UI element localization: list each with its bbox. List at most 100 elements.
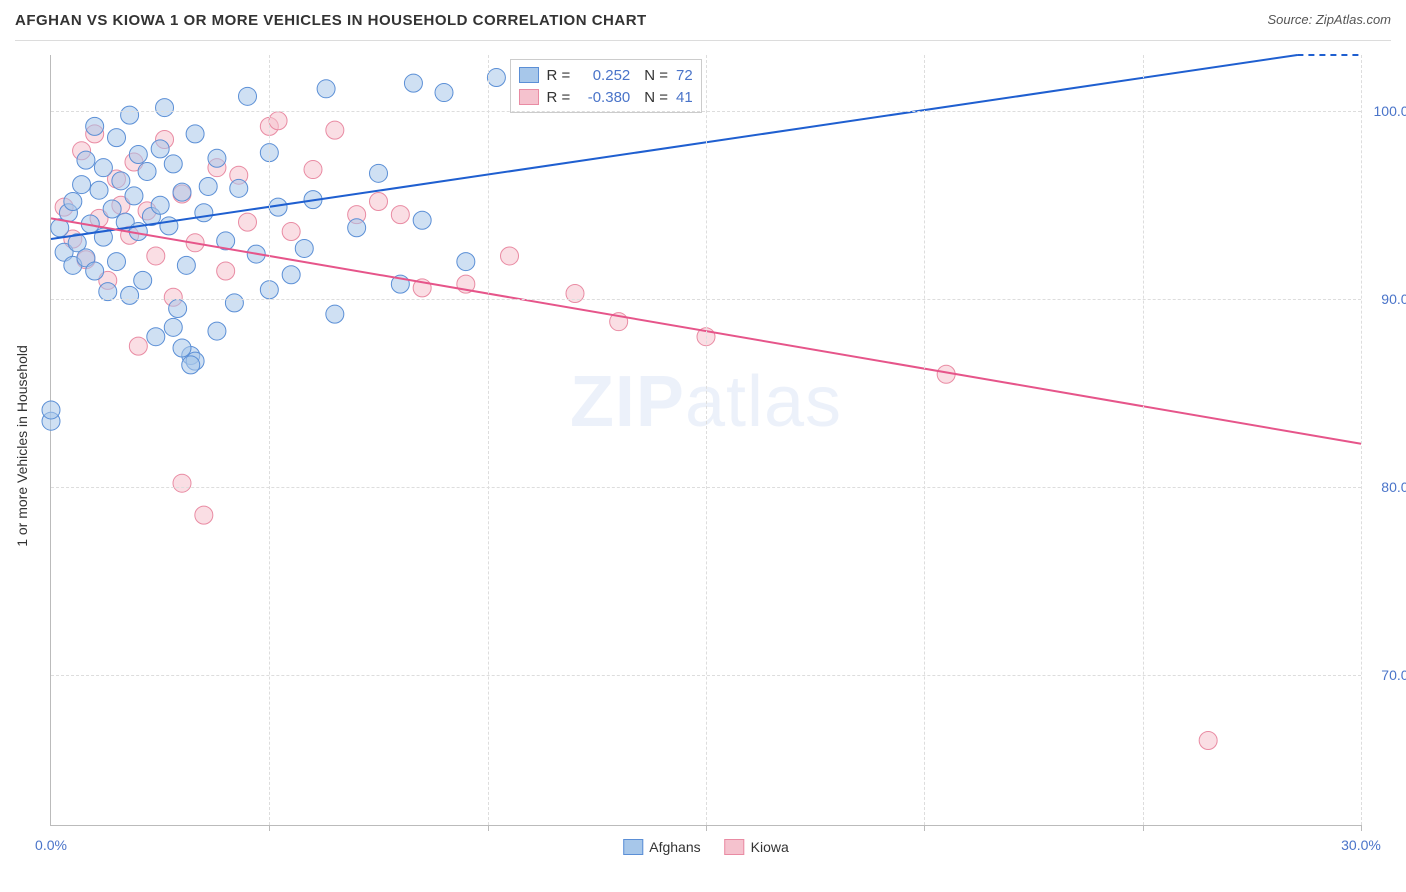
afghan-point bbox=[73, 176, 91, 194]
kiowa-point bbox=[304, 161, 322, 179]
afghan-point bbox=[147, 328, 165, 346]
afghan-point bbox=[86, 117, 104, 135]
afghan-point bbox=[42, 401, 60, 419]
gridline-vertical bbox=[488, 55, 489, 825]
y-tick-label: 100.0% bbox=[1371, 103, 1406, 119]
x-tick-label: 0.0% bbox=[35, 837, 67, 853]
legend-label: Afghans bbox=[649, 839, 700, 855]
afghan-point bbox=[370, 164, 388, 182]
afghan-point bbox=[156, 99, 174, 117]
afghan-point bbox=[99, 283, 117, 301]
afghan-point bbox=[151, 196, 169, 214]
x-tick-mark bbox=[1361, 825, 1362, 831]
y-tick-label: 80.0% bbox=[1371, 479, 1406, 495]
stats-r-value: 0.252 bbox=[578, 67, 630, 84]
stats-legend-box: R = 0.252 N = 72 R = -0.380 N = 41 bbox=[510, 59, 702, 113]
stats-n-label: N = bbox=[644, 67, 668, 84]
legend-label: Kiowa bbox=[751, 839, 789, 855]
stats-row-afghan: R = 0.252 N = 72 bbox=[519, 64, 693, 86]
afghan-point bbox=[413, 211, 431, 229]
x-tick-mark bbox=[1143, 825, 1144, 831]
afghan-point bbox=[138, 162, 156, 180]
afghan-point bbox=[230, 179, 248, 197]
afghan-point bbox=[108, 129, 126, 147]
afghan-point bbox=[182, 356, 200, 374]
x-tick-mark bbox=[706, 825, 707, 831]
gridline-vertical bbox=[924, 55, 925, 825]
chart-title: AFGHAN VS KIOWA 1 OR MORE VEHICLES IN HO… bbox=[15, 12, 647, 29]
afghan-point bbox=[160, 217, 178, 235]
source-label: Source: ZipAtlas.com bbox=[1267, 12, 1391, 27]
kiowa-point bbox=[391, 206, 409, 224]
gridline-vertical bbox=[1143, 55, 1144, 825]
kiowa-swatch-icon bbox=[519, 89, 539, 105]
legend-item-kiowa: Kiowa bbox=[725, 839, 789, 855]
afghan-point bbox=[134, 271, 152, 289]
stats-row-kiowa: R = -0.380 N = 41 bbox=[519, 86, 693, 108]
y-tick-label: 90.0% bbox=[1371, 291, 1406, 307]
afghan-point bbox=[435, 84, 453, 102]
afghan-point bbox=[103, 200, 121, 218]
afghan-point bbox=[173, 339, 191, 357]
bottom-legend: Afghans Kiowa bbox=[623, 839, 789, 855]
gridline-vertical bbox=[706, 55, 707, 825]
kiowa-point bbox=[370, 192, 388, 210]
x-tick-mark bbox=[924, 825, 925, 831]
afghan-point bbox=[164, 318, 182, 336]
y-axis-label: 1 or more Vehicles in Household bbox=[14, 345, 30, 547]
afghan-point bbox=[90, 181, 108, 199]
stats-n-label: N = bbox=[644, 89, 668, 106]
afghan-point bbox=[129, 146, 147, 164]
afghan-point bbox=[239, 87, 257, 105]
gridline-vertical bbox=[269, 55, 270, 825]
kiowa-point bbox=[239, 213, 257, 231]
afghan-point bbox=[86, 262, 104, 280]
afghan-point bbox=[151, 140, 169, 158]
stats-n-value: 41 bbox=[676, 89, 693, 106]
kiowa-point bbox=[1199, 731, 1217, 749]
afghan-point bbox=[64, 192, 82, 210]
afghan-point bbox=[77, 151, 95, 169]
afghan-point bbox=[125, 187, 143, 205]
stats-n-value: 72 bbox=[676, 67, 693, 84]
afghan-point bbox=[108, 253, 126, 271]
kiowa-legend-swatch-icon bbox=[725, 839, 745, 855]
afghan-point bbox=[164, 155, 182, 173]
gridline-vertical bbox=[1361, 55, 1362, 825]
afghan-point bbox=[94, 159, 112, 177]
afghan-point bbox=[326, 305, 344, 323]
afghan-point bbox=[208, 322, 226, 340]
stats-r-label: R = bbox=[547, 67, 571, 84]
afghan-point bbox=[121, 106, 139, 124]
afghan-point bbox=[177, 256, 195, 274]
kiowa-point bbox=[173, 474, 191, 492]
afghan-point bbox=[121, 286, 139, 304]
afghan-point bbox=[169, 300, 187, 318]
afghan-point bbox=[173, 183, 191, 201]
kiowa-point bbox=[269, 112, 287, 130]
afghan-point bbox=[195, 204, 213, 222]
plot-area: ZIPatlas R =0.252N =72R =-0.380N =41 Afg… bbox=[50, 55, 1361, 826]
afghan-point bbox=[457, 253, 475, 271]
stats-r-value: -0.380 bbox=[578, 89, 630, 106]
kiowa-point bbox=[326, 121, 344, 139]
x-tick-mark bbox=[269, 825, 270, 831]
afghan-point bbox=[282, 266, 300, 284]
afghan-swatch-icon bbox=[519, 67, 539, 83]
afghan-point bbox=[317, 80, 335, 98]
stats-r-label: R = bbox=[547, 89, 571, 106]
afghan-point bbox=[487, 69, 505, 87]
kiowa-point bbox=[147, 247, 165, 265]
y-tick-label: 70.0% bbox=[1371, 667, 1406, 683]
afghan-point bbox=[404, 74, 422, 92]
afghan-legend-swatch-icon bbox=[623, 839, 643, 855]
kiowa-point bbox=[501, 247, 519, 265]
afghan-point bbox=[186, 125, 204, 143]
kiowa-point bbox=[217, 262, 235, 280]
kiowa-point bbox=[129, 337, 147, 355]
afghan-point bbox=[199, 177, 217, 195]
kiowa-point bbox=[282, 223, 300, 241]
afghan-point bbox=[348, 219, 366, 237]
afghan-point bbox=[208, 149, 226, 167]
legend-item-afghan: Afghans bbox=[623, 839, 700, 855]
